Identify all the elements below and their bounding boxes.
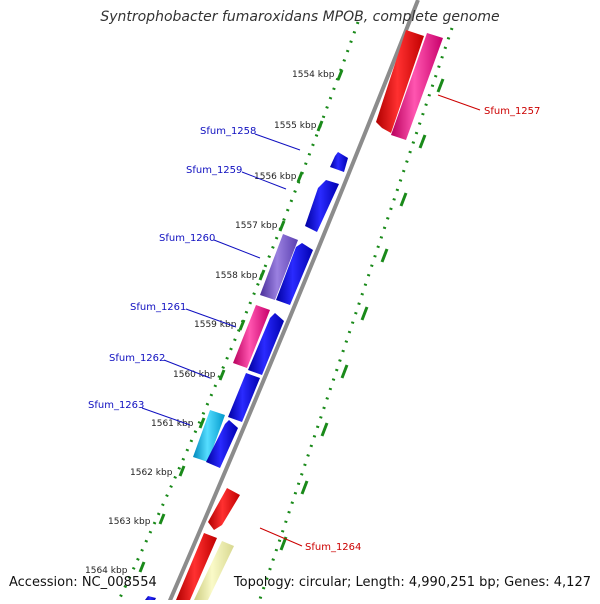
gene-red-bottom[interactable] <box>176 533 217 600</box>
outer-track-ticks <box>279 78 445 551</box>
tick-label: 1559 kbp <box>194 320 237 330</box>
leader-sfum-1263 <box>141 407 191 426</box>
gene-sfum-1264[interactable] <box>208 488 240 530</box>
gene-label-sfum-1259[interactable]: Sfum_1259 <box>186 165 242 176</box>
gene-label-sfum-1264[interactable]: Sfum_1264 <box>305 542 361 553</box>
leader-sfum-1257 <box>437 94 481 111</box>
leader-sfum-1262 <box>163 359 211 379</box>
leader-sfum-1260 <box>213 239 261 259</box>
tick-label: 1561 kbp <box>151 419 194 429</box>
inner-track-ticks <box>138 69 344 573</box>
tick-label: 1556 kbp <box>254 172 297 182</box>
leader-sfum-1264 <box>259 527 303 547</box>
gene-sfum-1263[interactable] <box>193 410 225 462</box>
gene-label-sfum-1257[interactable]: Sfum_1257 <box>484 106 540 117</box>
tick-label: 1563 kbp <box>108 517 151 527</box>
tick-label: 1557 kbp <box>235 221 278 231</box>
leader-sfum-1259 <box>241 171 287 190</box>
gene-sfum-1259[interactable] <box>305 180 339 232</box>
leader-sfum-1258 <box>254 133 301 151</box>
outer-track <box>256 27 454 604</box>
tick-label: 1560 kbp <box>173 370 216 380</box>
gene-label-sfum-1262[interactable]: Sfum_1262 <box>109 353 165 364</box>
leader-sfum-1261 <box>185 308 237 328</box>
gene-label-sfum-1261[interactable]: Sfum_1261 <box>130 302 186 313</box>
gene-yellow-bottom[interactable] <box>194 541 234 600</box>
topology-text: Topology: circular; Length: 4,990,251 bp… <box>233 575 591 590</box>
tick-label: 1562 kbp <box>130 468 173 478</box>
tick-label: 1564 kbp <box>85 566 128 576</box>
gene-label-sfum-1258[interactable]: Sfum_1258 <box>200 126 256 137</box>
gene-sfum-1258[interactable] <box>330 152 348 172</box>
tick-label: 1558 kbp <box>215 271 258 281</box>
accession-text: Accession: NC_008554 <box>9 575 157 590</box>
gene-blue-2[interactable] <box>248 313 284 375</box>
gene-sfum-1260[interactable] <box>260 234 298 300</box>
gene-label-sfum-1260[interactable]: Sfum_1260 <box>159 233 215 244</box>
gene-label-sfum-1263[interactable]: Sfum_1263 <box>88 400 144 411</box>
gene-sfum-1257-a[interactable] <box>376 30 424 133</box>
gene-blue-1[interactable] <box>276 243 313 305</box>
map-title: Syntrophobacter fumaroxidans MPOB, compl… <box>100 9 500 25</box>
gene-blue-bottom[interactable] <box>145 596 156 600</box>
gene-blue-3[interactable] <box>228 373 260 422</box>
gene-sfum-1261[interactable] <box>233 305 270 368</box>
gene-blue-4[interactable] <box>206 420 238 468</box>
tick-label: 1555 kbp <box>274 121 317 131</box>
genome-backbone <box>166 0 420 604</box>
tick-label: 1554 kbp <box>292 70 335 80</box>
gene-sfum-1257-b[interactable] <box>391 33 443 140</box>
